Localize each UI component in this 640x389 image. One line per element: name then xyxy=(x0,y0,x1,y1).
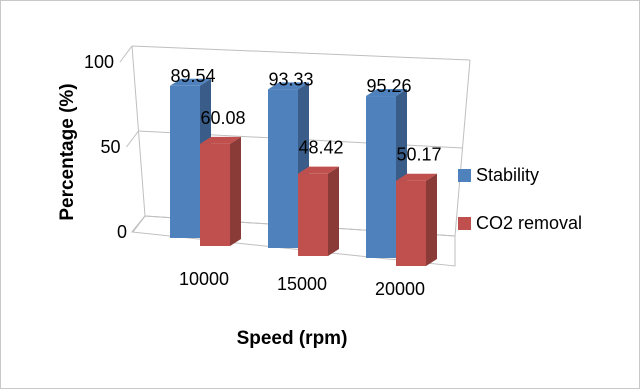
side-gridline xyxy=(132,215,146,233)
legend-label: CO2 removal xyxy=(476,213,582,233)
legend-label: Stability xyxy=(476,165,539,185)
bar-side xyxy=(328,166,339,256)
bar-front xyxy=(200,143,230,246)
x-tick-label: 15000 xyxy=(277,274,327,294)
y-tick-label: 100 xyxy=(84,52,114,72)
bar-front xyxy=(170,85,200,238)
bar-side xyxy=(426,173,437,266)
legend-swatch xyxy=(458,217,471,230)
legend-swatch xyxy=(458,169,471,182)
side-gridline xyxy=(126,130,139,148)
bar-top xyxy=(396,173,437,181)
y-axis-label: Percentage (%) xyxy=(57,83,78,220)
data-label: 48.42 xyxy=(298,138,343,158)
bar-top xyxy=(170,78,211,86)
data-label: 60.08 xyxy=(200,108,245,128)
data-label: 89.54 xyxy=(170,66,215,86)
x-axis-label: Speed (rpm) xyxy=(237,328,348,349)
x-tick-label: 10000 xyxy=(179,269,229,289)
bar-front xyxy=(366,96,396,258)
bars xyxy=(170,78,437,266)
bar-top xyxy=(366,89,407,97)
data-label: 93.33 xyxy=(268,69,313,89)
side-gridline xyxy=(119,45,133,63)
data-labels: 89.54 60.08 93.33 48.42 95.26 50.17 xyxy=(170,66,441,165)
bar-front xyxy=(396,180,426,266)
y-tick-label: 50 xyxy=(100,137,120,157)
bar-side xyxy=(230,136,241,246)
side-wall-edge xyxy=(131,45,146,233)
bar-top xyxy=(268,82,309,90)
x-tick-label: 20000 xyxy=(375,279,425,299)
bar-co2-removal-10000 xyxy=(200,136,241,246)
bar-top xyxy=(298,166,339,174)
bar-top xyxy=(200,136,241,144)
bar-co2-removal-15000 xyxy=(298,166,339,256)
bar-co2-removal-20000 xyxy=(396,173,437,266)
legend: Stability CO2 removal xyxy=(458,165,582,233)
data-label: 95.26 xyxy=(366,76,411,96)
y-tick-label: 0 xyxy=(117,222,127,242)
bar-front xyxy=(298,173,328,256)
gridline xyxy=(131,45,471,61)
data-label: 50.17 xyxy=(396,145,441,165)
x-tick-labels: 10000 15000 20000 xyxy=(179,269,425,299)
y-tick-labels: 0 50 100 xyxy=(84,52,127,242)
bar-front xyxy=(268,89,298,249)
